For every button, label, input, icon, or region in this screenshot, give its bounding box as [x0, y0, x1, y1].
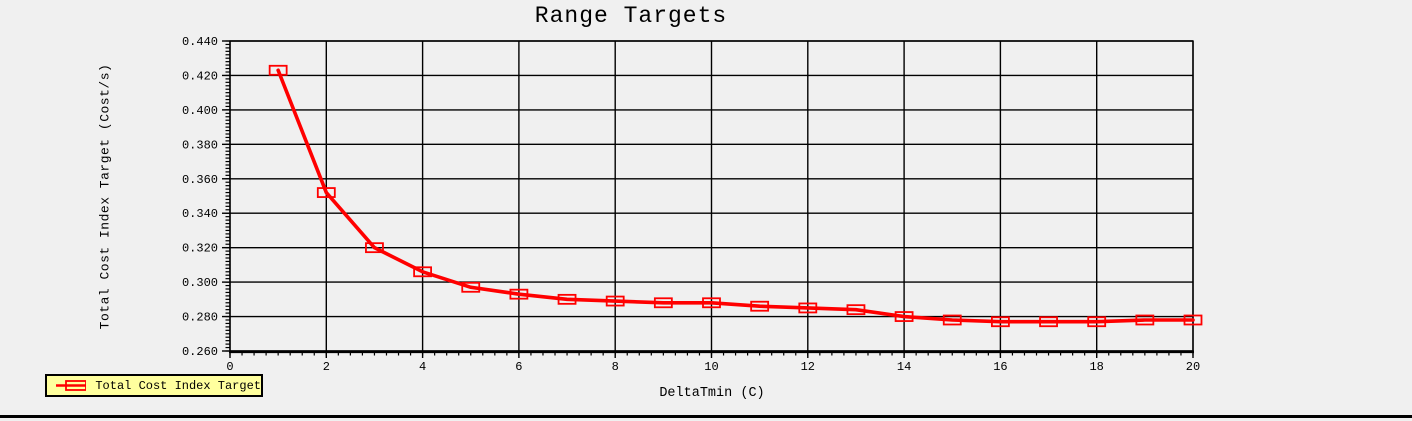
svg-text:0: 0	[226, 360, 233, 374]
legend-box[interactable]: Total Cost Index Target	[45, 374, 263, 397]
svg-text:0.260: 0.260	[182, 345, 218, 359]
svg-text:0.400: 0.400	[182, 104, 218, 118]
svg-text:0.340: 0.340	[182, 207, 218, 221]
x-axis-title: DeltaTmin (C)	[659, 386, 765, 401]
legend-series-marker-icon	[56, 380, 87, 391]
bottom-separator-line	[0, 415, 1412, 418]
svg-text:8: 8	[612, 360, 619, 374]
legend-series-label: Total Cost Index Target	[95, 378, 261, 393]
svg-text:14: 14	[897, 360, 911, 374]
svg-text:0.380: 0.380	[182, 138, 218, 152]
svg-text:10: 10	[704, 360, 718, 374]
chart-title: Range Targets	[534, 3, 728, 29]
y-axis-title: Total Cost Index Target (Cost/s)	[97, 63, 113, 330]
svg-text:4: 4	[419, 360, 426, 374]
svg-text:20: 20	[1186, 360, 1200, 374]
svg-text:12: 12	[801, 360, 815, 374]
svg-text:0.320: 0.320	[182, 242, 218, 256]
svg-text:6: 6	[515, 360, 522, 374]
svg-text:16: 16	[993, 360, 1007, 374]
svg-text:0.440: 0.440	[182, 35, 218, 49]
svg-text:0.280: 0.280	[182, 311, 218, 325]
svg-text:0.420: 0.420	[182, 69, 218, 83]
svg-text:0.360: 0.360	[182, 173, 218, 187]
svg-text:18: 18	[1089, 360, 1103, 374]
svg-text:2: 2	[323, 360, 330, 374]
svg-text:0.300: 0.300	[182, 276, 218, 290]
